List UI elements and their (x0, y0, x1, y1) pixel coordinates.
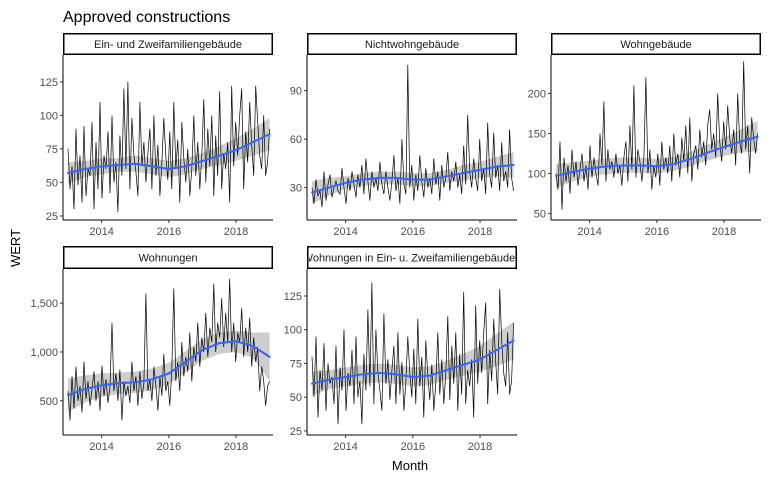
confidence-band (68, 118, 270, 184)
y-tick-label: 75 (46, 144, 58, 156)
y-tick-label: 50 (46, 177, 58, 189)
facet-strip (551, 33, 761, 55)
y-tick-label: 125 (284, 291, 302, 303)
x-tick-label: 2016 (401, 226, 425, 238)
facet-strip-label: Wohngebäude (620, 39, 691, 51)
y-tick-label: 100 (284, 325, 302, 337)
y-tick-label: 50 (290, 392, 302, 404)
facet-strip-label: Wohnungen in Ein- u. Zweifamiliengebäude… (303, 253, 522, 265)
facet-panel: Ein- und Zweifamiliengebäude 25 50 75 100 125… (40, 33, 273, 238)
x-tick-label: 2018 (468, 226, 492, 238)
facet-panel: Wohnungen 500 1,000 1,500 2014 2016 2018 (30, 246, 273, 453)
y-tick-label: 25 (290, 426, 302, 438)
facet-panels: Ein- und Zweifamiliengebäude 25 50 75 100 125… (30, 33, 761, 453)
smooth-trend-line (555, 135, 759, 177)
x-tick-label: 2018 (224, 226, 248, 238)
smooth-trend-line (311, 164, 515, 194)
raw-series-line (67, 81, 270, 213)
x-tick-label: 2014 (577, 226, 601, 238)
smooth-trend-line (311, 339, 515, 385)
x-tick-label: 2016 (157, 226, 181, 238)
facet-panel: Nichtwohngebäude 30 60 90 2014 2016 2018 (290, 33, 517, 238)
x-tick-label: 2014 (333, 441, 357, 453)
x-axis-title: Month (392, 458, 428, 473)
facet-strip (307, 246, 517, 269)
facet-strip (63, 33, 273, 55)
raw-series-line (311, 64, 514, 208)
y-tick-label: 75 (290, 358, 302, 370)
x-tick-label: 2016 (157, 441, 181, 453)
facet-strip-label: Wohnungen (138, 253, 197, 265)
y-tick-label: 125 (40, 77, 58, 89)
x-tick-label: 2014 (89, 441, 113, 453)
y-tick-label: 500 (40, 396, 58, 408)
facet-panel: Wohnungen in Ein- u. Zweifamiliengebäude… (284, 246, 522, 453)
y-tick-label: 30 (290, 183, 302, 195)
y-tick-label: 100 (528, 169, 546, 181)
y-tick-label: 60 (290, 134, 302, 146)
x-tick-label: 2018 (224, 441, 248, 453)
chart-title: Approved constructions (63, 9, 230, 26)
facet-strip-label: Ein- und Zweifamiliengebäude (94, 39, 242, 51)
facet-strip (63, 246, 273, 269)
raw-series-line (555, 61, 758, 210)
x-tick-label: 2016 (645, 226, 669, 238)
x-tick-label: 2014 (89, 226, 113, 238)
y-tick-label: 1,000 (30, 347, 58, 359)
confidence-band (556, 120, 758, 188)
x-tick-label: 2014 (333, 226, 357, 238)
y-tick-label: 100 (40, 110, 58, 122)
x-tick-label: 2018 (468, 441, 492, 453)
y-tick-label: 1,500 (30, 298, 58, 310)
raw-series-line (311, 282, 514, 425)
smooth-trend-line (67, 133, 271, 174)
raw-series-line (67, 278, 270, 421)
x-tick-label: 2016 (401, 441, 425, 453)
facet-panel: Wohngebäude 50 100 150 200 2014 2016 2018 (528, 33, 761, 238)
y-tick-label: 90 (290, 86, 302, 98)
confidence-band (312, 321, 514, 396)
y-tick-label: 200 (528, 88, 546, 100)
x-tick-label: 2018 (712, 226, 736, 238)
y-tick-label: 25 (46, 211, 58, 223)
y-axis-title: WERT (8, 229, 23, 267)
facet-strip-label: Nichtwohngebäude (365, 39, 459, 51)
smooth-trend-line (67, 340, 271, 396)
facet-strip (307, 33, 517, 55)
y-tick-label: 150 (528, 128, 546, 140)
y-tick-label: 50 (534, 209, 546, 221)
